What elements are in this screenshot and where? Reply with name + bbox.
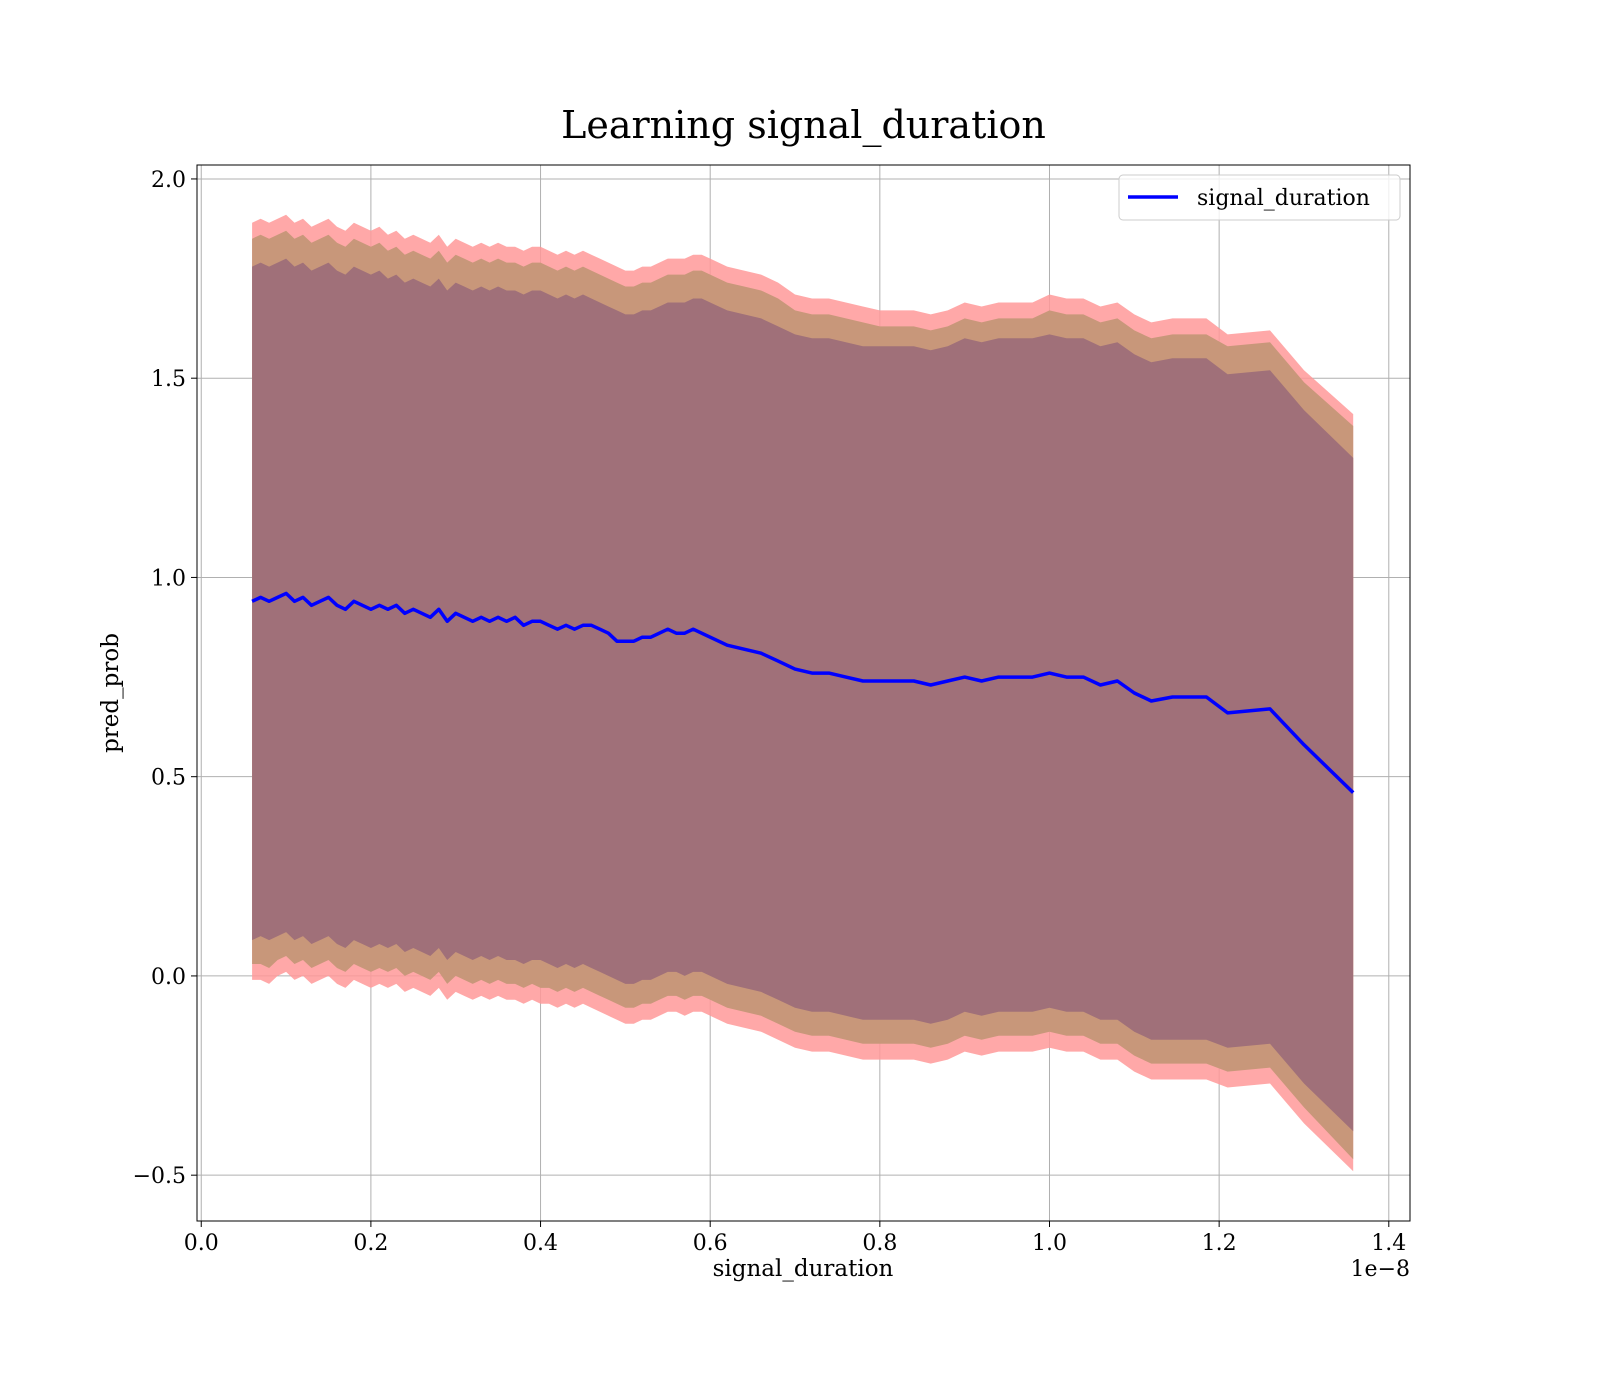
x-tick-label: 0.2: [353, 1231, 388, 1256]
legend-box: [1118, 174, 1401, 221]
uncertainty-bands: [252, 214, 1354, 1172]
axes-frame: [196, 164, 1411, 1222]
series-line-signal-duration: [251, 591, 1355, 794]
x-tick-label: 0.6: [693, 1231, 728, 1256]
legend: signal_duration: [1118, 174, 1401, 221]
series-lines: [251, 591, 1355, 794]
x-tick-label: 0.8: [862, 1231, 897, 1256]
y-tick-label: −0.5: [133, 1164, 186, 1189]
x-axis-title: signal_duration: [713, 1256, 894, 1282]
core-band: [252, 258, 1354, 1132]
x-tick-label: 0.4: [523, 1231, 558, 1256]
y-axis-title: pred_prob: [98, 633, 124, 753]
y-tick-label: 0.0: [151, 965, 186, 990]
axis-ticks: 0.0 0.2 0.4 0.6 0.8 1.0 1.2 1.4 −0.5 0.0 0.5 1.0 1.5…: [133, 168, 1407, 1256]
x-tick-label: 1.2: [1202, 1231, 1237, 1256]
y-tick-label: 1.5: [151, 367, 186, 392]
chart-title: Learning signal_duration: [561, 103, 1046, 148]
y-tick-label: 2.0: [151, 168, 186, 193]
x-tick-label: 1.4: [1371, 1231, 1406, 1256]
legend-label: signal_duration: [1197, 186, 1370, 211]
x-tick-label: 0.0: [184, 1231, 219, 1256]
x-tick-label: 1.0: [1032, 1231, 1067, 1256]
y-tick-label: 1.0: [151, 566, 186, 591]
y-tick-label: 0.5: [151, 766, 186, 791]
x-axis-offset-label: 1e−8: [1351, 1257, 1410, 1282]
